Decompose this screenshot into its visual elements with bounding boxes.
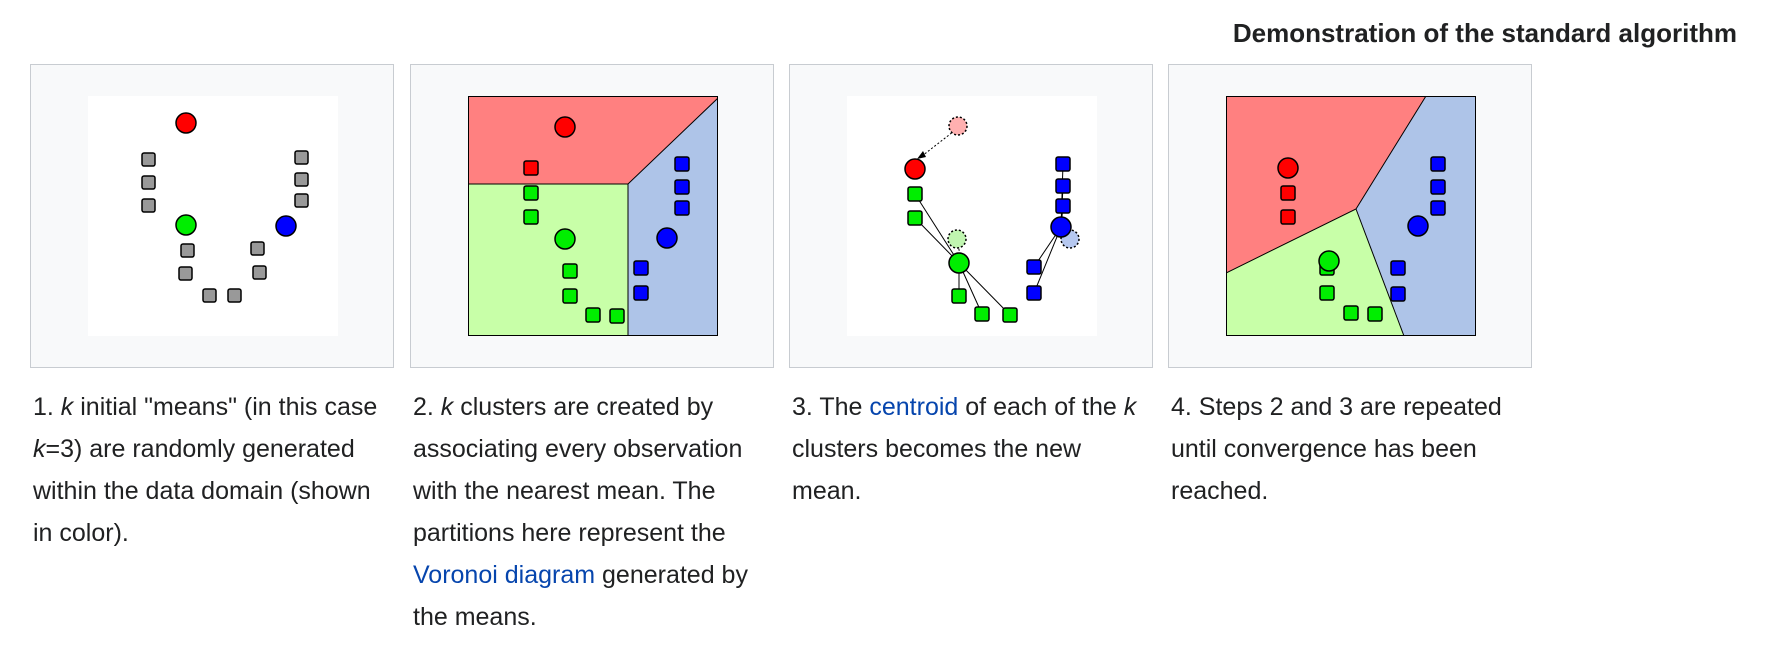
data-point <box>227 288 242 303</box>
data-point <box>974 306 990 322</box>
mean-red <box>1277 157 1299 179</box>
step-4-caption: 4. Steps 2 and 3 are repeated until conv… <box>1171 393 1502 505</box>
new-mean-green <box>948 252 970 274</box>
data-point <box>1055 198 1071 214</box>
data-point <box>562 263 578 279</box>
data-point <box>585 307 601 323</box>
data-point <box>1280 209 1296 225</box>
data-point <box>633 260 649 276</box>
data-point <box>180 243 195 258</box>
voronoi-region-red <box>1226 96 1426 273</box>
data-point <box>1390 260 1406 276</box>
data-point <box>674 179 690 195</box>
old-mean-red <box>948 116 968 136</box>
assignment-line <box>958 262 1011 316</box>
voronoi-region-blue <box>628 98 718 336</box>
data-point <box>1280 185 1296 201</box>
step-1-caption: 1. k initial "means" (in this case k=3) … <box>33 393 378 547</box>
voronoi-region-green <box>468 184 628 336</box>
data-point <box>907 186 923 202</box>
step-4-diagram <box>1226 96 1476 336</box>
step-3-caption: 3. The centroid of each of the k cluster… <box>792 393 1137 505</box>
step-3-diagram <box>847 96 1097 336</box>
data-point <box>609 308 625 324</box>
step-4-image-frame[interactable] <box>1168 64 1532 368</box>
data-point <box>1430 200 1446 216</box>
voronoi-region-green <box>1226 209 1404 336</box>
data-point <box>1367 306 1383 322</box>
data-point <box>141 175 156 190</box>
data-point <box>294 193 309 208</box>
arrow-head <box>917 151 926 159</box>
data-point <box>294 150 309 165</box>
step-1-image-frame[interactable] <box>30 64 394 368</box>
data-point <box>674 156 690 172</box>
data-point <box>907 210 923 226</box>
data-point <box>1055 156 1071 172</box>
data-point <box>523 160 539 176</box>
mean-blue <box>656 227 678 249</box>
data-point <box>178 266 193 281</box>
mean-red <box>175 112 197 134</box>
data-point <box>674 200 690 216</box>
data-point <box>1390 286 1406 302</box>
assignment-line <box>914 193 960 264</box>
assignment-line <box>1033 226 1062 294</box>
step-2-caption: 2. k clusters are created by associating… <box>413 393 748 631</box>
mean-blue <box>275 215 297 237</box>
data-point <box>951 288 967 304</box>
data-point <box>141 198 156 213</box>
mean-green <box>175 214 197 236</box>
data-point <box>1026 285 1042 301</box>
voronoi-boundary <box>1355 208 1405 336</box>
data-point <box>1055 178 1071 194</box>
data-point <box>202 288 217 303</box>
data-point <box>1002 307 1018 323</box>
data-point <box>294 172 309 187</box>
step-2-diagram <box>468 96 718 336</box>
data-point <box>523 185 539 201</box>
gallery-heading: Demonstration of the standard algorithm <box>1232 18 1737 48</box>
voronoi-diagram-link[interactable]: Voronoi diagram <box>413 561 596 589</box>
new-mean-red <box>904 158 926 180</box>
plot-border <box>468 96 718 336</box>
data-point <box>562 288 578 304</box>
plot-background <box>847 96 1097 336</box>
data-point <box>1343 305 1359 321</box>
data-point <box>1026 259 1042 275</box>
old-mean-green <box>947 229 967 249</box>
plot-border <box>1226 96 1476 336</box>
data-point <box>633 285 649 301</box>
data-point <box>250 241 265 256</box>
data-point <box>252 265 267 280</box>
new-mean-blue <box>1050 216 1072 238</box>
step-3-image-frame[interactable] <box>789 64 1153 368</box>
data-point <box>1319 285 1335 301</box>
mean-blue <box>1407 215 1429 237</box>
centroid-link[interactable]: centroid <box>869 393 959 421</box>
data-point <box>523 209 539 225</box>
step-2-image-frame[interactable] <box>410 64 774 368</box>
mean-green <box>554 228 576 250</box>
mean-green <box>1318 250 1340 272</box>
mean-red <box>554 116 576 138</box>
step-1-diagram <box>88 96 338 336</box>
data-point <box>1430 156 1446 172</box>
data-point <box>1430 179 1446 195</box>
data-point <box>141 152 156 167</box>
